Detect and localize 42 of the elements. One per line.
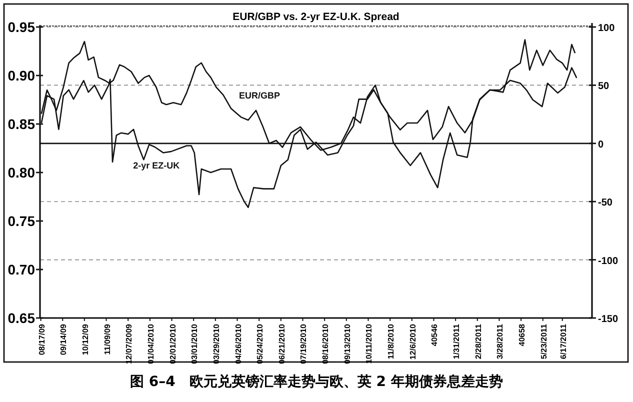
y2-tick-label: 50 [598, 81, 610, 92]
x-tick-label: 04/26/2010 [234, 323, 243, 364]
x-tick-label: 08/17/09 [37, 323, 46, 356]
series-label: EUR/GBP [239, 90, 280, 100]
y2-tick-label: 0 [598, 139, 604, 150]
x-tick-label: 3/28/2011 [496, 323, 505, 360]
x-tick-label: 07/19/2010 [299, 323, 308, 364]
y-tick-label: 0.80 [8, 164, 36, 180]
x-tick-label: 01/04/2010 [146, 323, 156, 364]
x-tick-label: 09/14/09 [59, 323, 68, 356]
x-tick-label: 12/6/2010 [408, 323, 418, 360]
x-tick-label: 11/8/2010 [386, 323, 396, 360]
x-tick-label: 40546 [430, 323, 440, 346]
y-tick-label: 0.75 [8, 213, 36, 229]
x-tick-label: 1/31/2011 [452, 323, 462, 360]
x-tick-label: 40658 [518, 323, 527, 346]
caption: 图 6–4 欧元兑英镑汇率走势与欧、英 2 年期债券息差走势 [130, 373, 503, 390]
x-tick-label: 08/16/2010 [321, 323, 330, 364]
x-tick-label: 11/09/09 [102, 323, 112, 355]
x-tick-label: 10/12/09 [80, 323, 90, 356]
x-tick-label: 5/23/2011 [539, 323, 548, 360]
x-tick-label: 12/07/2009 [124, 323, 134, 364]
y-tick-label: 0.70 [8, 262, 36, 278]
y-tick-label: 0.65 [8, 310, 36, 326]
x-tick-label: 06/21/2010 [277, 323, 286, 364]
x-tick-label: 03/01/2010 [190, 323, 200, 364]
y-tick-label: 0.90 [8, 68, 36, 84]
y2-tick-label: -100 [598, 256, 618, 267]
x-tick-label: 6/17/2011 [558, 323, 568, 360]
y2-tick-label: -150 [598, 314, 618, 325]
series-label: 2-yr EZ-UK [133, 160, 180, 171]
y-tick-label: 0.85 [8, 116, 36, 132]
x-tick-label: 2/28/2011 [474, 323, 483, 360]
x-tick-label: 05/24/2010 [256, 323, 265, 364]
x-tick-label: 03/29/2010 [212, 323, 221, 364]
x-tick-label: 02/01/2010 [168, 323, 178, 364]
y2-tick-label: 100 [598, 23, 616, 34]
y2-tick-label: -50 [598, 198, 613, 209]
chart-title: EUR/GBP vs. 2-yr EZ-U.K. Spread [232, 11, 400, 23]
x-tick-label: 09/13/2010 [342, 323, 352, 364]
x-tick-label: 10/11/2010 [364, 323, 374, 364]
y-tick-label: 0.95 [8, 19, 36, 35]
